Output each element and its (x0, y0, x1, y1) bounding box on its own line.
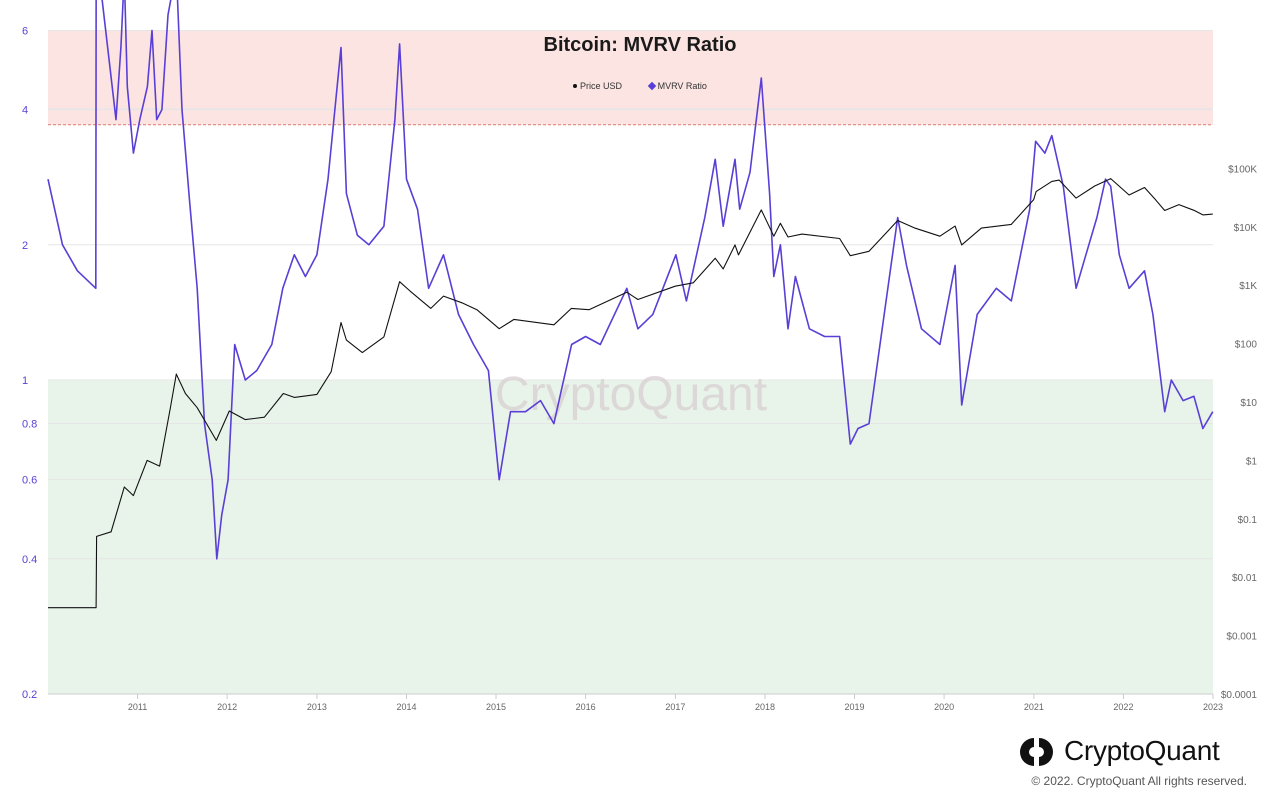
y-right-tick-label: $10K (1234, 223, 1258, 234)
brand-name: CryptoQuant (1064, 735, 1220, 766)
x-tick-label: 2018 (755, 702, 775, 712)
series-lines (47, 0, 1214, 609)
x-tick-label: 2014 (396, 702, 416, 712)
copyright-text: © 2022. CryptoQuant All rights reserved. (1031, 774, 1247, 788)
y-left-tick-label: 2 (22, 240, 28, 252)
y-right-tick-label: $100K (1228, 164, 1257, 175)
axes: 60402010864210.80.60.40.2$100K$10K$1K$10… (22, 25, 1258, 712)
y-left-tick-label: 0.8 (22, 419, 37, 431)
y-right-tick-label: $0.001 (1226, 632, 1257, 643)
legend-label-price: Price USD (580, 81, 623, 91)
cryptoquant-logo-icon (1020, 738, 1053, 766)
zone-undervalued (48, 380, 1213, 694)
diamond-icon (647, 81, 656, 90)
series-line-mvrv-ratio (47, 0, 1214, 560)
valuation-zones (48, 30, 1213, 694)
y-right-tick-label: $0.01 (1232, 573, 1257, 584)
legend-label-mvrv: MVRV Ratio (657, 81, 707, 91)
y-right-tick-label: $1K (1239, 281, 1257, 292)
y-right-tick-label: $0.0001 (1221, 690, 1258, 701)
y-right-tick-label: $0.1 (1238, 515, 1258, 526)
y-left-tick-label: 0.4 (22, 554, 37, 566)
x-tick-label: 2011 (128, 702, 147, 712)
watermark: CryptoQuant (495, 368, 767, 421)
x-tick-label: 2013 (307, 702, 327, 712)
x-tick-label: 2019 (845, 702, 865, 712)
y-left-tick-label: 1 (22, 375, 28, 387)
series-line-price-usd (48, 178, 1213, 609)
x-tick-label: 2020 (934, 702, 954, 712)
x-tick-label: 2021 (1024, 702, 1044, 712)
grid-lines (48, 29, 1213, 695)
x-tick-label: 2022 (1113, 702, 1133, 712)
y-left-tick-label: 4 (22, 105, 28, 117)
brand-logo: CryptoQuant (1018, 735, 1220, 769)
legend: Price USD MVRV Ratio (0, 81, 1280, 91)
y-left-tick-label: 6 (22, 25, 28, 37)
chart-title: Bitcoin: MVRV Ratio (543, 34, 737, 56)
legend-item-mvrv[interactable]: MVRV Ratio (647, 81, 707, 91)
x-tick-label: 2015 (486, 702, 506, 712)
x-tick-label: 2023 (1203, 702, 1223, 712)
x-tick-label: 2016 (576, 702, 596, 712)
y-left-tick-label: 0.2 (22, 689, 37, 701)
y-right-tick-label: $1 (1246, 456, 1258, 467)
legend-item-price[interactable]: Price USD (573, 81, 622, 91)
x-tick-label: 2017 (665, 702, 685, 712)
x-tick-label: 2012 (217, 702, 237, 712)
dot-icon (573, 83, 578, 88)
y-left-tick-label: 0.6 (22, 475, 37, 487)
y-right-tick-label: $10 (1240, 398, 1257, 409)
y-right-tick-label: $100 (1235, 340, 1258, 351)
